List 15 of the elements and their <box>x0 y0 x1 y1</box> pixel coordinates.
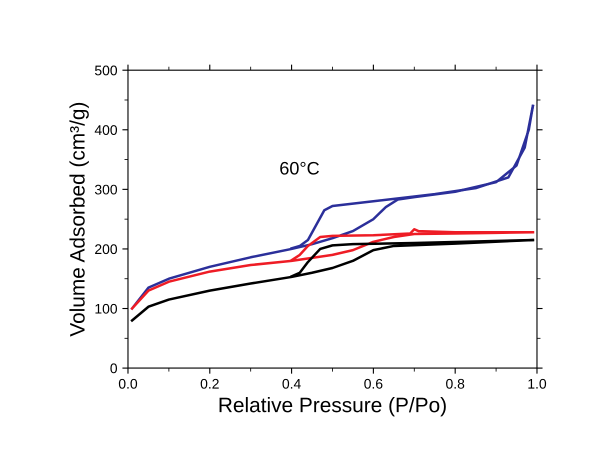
y-tick-label: 400 <box>94 125 118 135</box>
y-tick-label: 500 <box>94 66 118 76</box>
x-axis-title: Relative Pressure (P/Po) <box>220 397 446 416</box>
x-tick-label: 0.4 <box>282 378 301 389</box>
y-tick-label: 300 <box>94 184 118 195</box>
x-tick-label: 0.6 <box>364 378 382 389</box>
y-axis-title: Volume Adsorbed (cm³/g) <box>69 102 89 337</box>
x-tick-label: 0.0 <box>118 378 138 389</box>
x-tick-label: 1.0 <box>528 378 546 389</box>
x-tick-label: 0.2 <box>200 378 219 389</box>
x-tick-label: 0.8 <box>446 378 464 389</box>
annotation: 60°C <box>280 162 319 175</box>
y-tick-label: 200 <box>95 244 118 254</box>
y-tick-label: 100 <box>95 304 118 314</box>
y-tick-label: 0 <box>110 363 118 374</box>
